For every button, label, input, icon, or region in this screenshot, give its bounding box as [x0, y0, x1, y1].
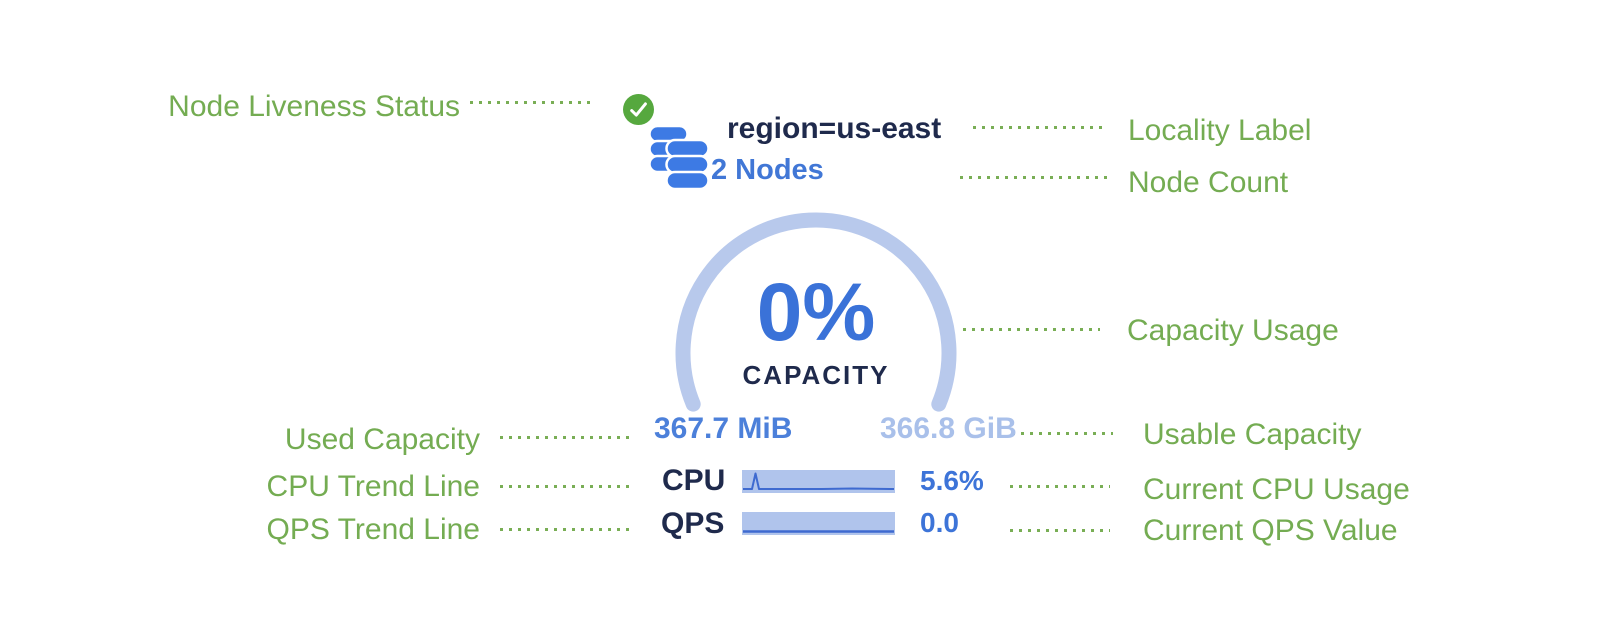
annotation-usable-capacity: Usable Capacity [1143, 418, 1362, 451]
cpu-sparkline [742, 470, 895, 493]
annotation-cpu-trend: CPU Trend Line [266, 470, 480, 503]
cpu-value: 5.6% [920, 465, 984, 496]
annotation-current-cpu: Current CPU Usage [1143, 473, 1410, 506]
used-capacity-value: 367.7 MiB [654, 412, 793, 445]
annotation-capacity-usage: Capacity Usage [1127, 314, 1339, 347]
leader-node-liveness [470, 101, 590, 104]
annotation-current-qps: Current QPS Value [1143, 514, 1398, 547]
leader-current-cpu [1010, 485, 1110, 488]
annotation-node-liveness: Node Liveness Status [168, 90, 460, 123]
annotation-node-count: Node Count [1128, 166, 1289, 199]
annotation-used-capacity: Used Capacity [284, 423, 480, 456]
capacity-caption: CAPACITY [742, 360, 890, 390]
capacity-usage-percent: 0% [756, 267, 876, 358]
leader-capacity-usage [963, 328, 1100, 331]
qps-value: 0.0 [920, 507, 959, 538]
check-circle-icon [623, 94, 654, 125]
annotation-qps-trend: QPS Trend Line [266, 513, 480, 546]
qps-sparkline [742, 512, 895, 535]
cpu-label: CPU [662, 464, 726, 497]
locality-label-value: region=us-east [727, 112, 942, 145]
qps-label: QPS [661, 507, 725, 540]
leader-qps-trend [500, 528, 635, 531]
leader-node-count [960, 176, 1107, 179]
database-icon [648, 124, 710, 190]
leader-locality-label [973, 126, 1107, 129]
node-count-value: 2 Nodes [711, 154, 824, 186]
capacity-gauge-arc [675, 212, 957, 412]
leader-current-qps [1010, 529, 1110, 532]
leader-cpu-trend [500, 485, 635, 488]
leader-used-capacity [500, 436, 635, 439]
annotation-locality-label: Locality Label [1128, 114, 1312, 147]
usable-capacity-value: 366.8 GiB [880, 412, 1017, 445]
leader-usable-capacity [1012, 432, 1113, 435]
